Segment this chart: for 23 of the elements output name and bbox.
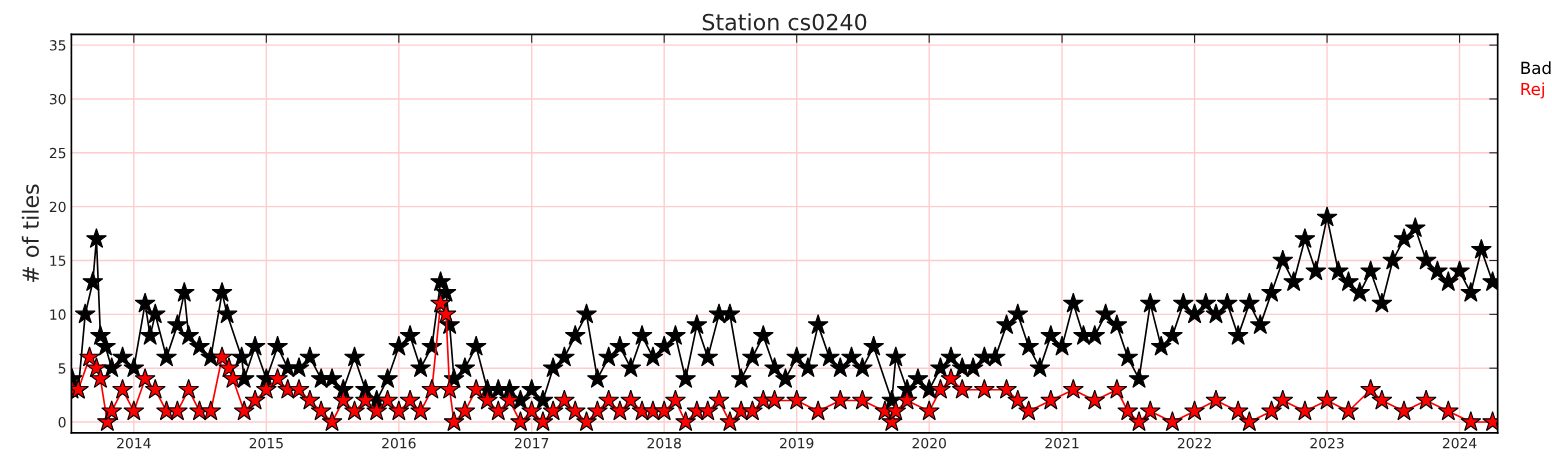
y-tick-label: 15 — [50, 255, 66, 266]
y-tick-label: 5 — [58, 363, 66, 374]
y-tick-label: 25 — [49, 147, 66, 159]
y-tick-label: 0 — [58, 417, 66, 428]
x-tick-label: 2014 — [117, 437, 151, 449]
y-tick-label: 20 — [49, 201, 66, 213]
y-tick-label: 35 — [49, 40, 66, 51]
x-tick-label: 2023 — [1310, 437, 1344, 449]
text: Rej — [1521, 82, 1544, 99]
x-tick-label: 2019 — [780, 437, 814, 449]
y-tick-label: 30 — [49, 93, 66, 105]
x-tick-label: 2022 — [1177, 437, 1211, 449]
chart-title: Station cs0240 — [702, 13, 867, 31]
x-tick-label: 2018 — [647, 437, 681, 449]
x-tick-label: 2024 — [1442, 437, 1477, 449]
x-tick-label: 2015 — [249, 437, 283, 449]
x-tick-label: 2021 — [1045, 437, 1079, 449]
y-tick-label: 10 — [50, 309, 66, 320]
x-tick-label: 2020 — [912, 437, 946, 449]
x-tick-label: 2017 — [515, 437, 549, 449]
text: Bad — [1521, 61, 1551, 75]
y-axis-title: # of tiles — [21, 184, 39, 283]
x-tick-label: 2016 — [382, 437, 416, 449]
